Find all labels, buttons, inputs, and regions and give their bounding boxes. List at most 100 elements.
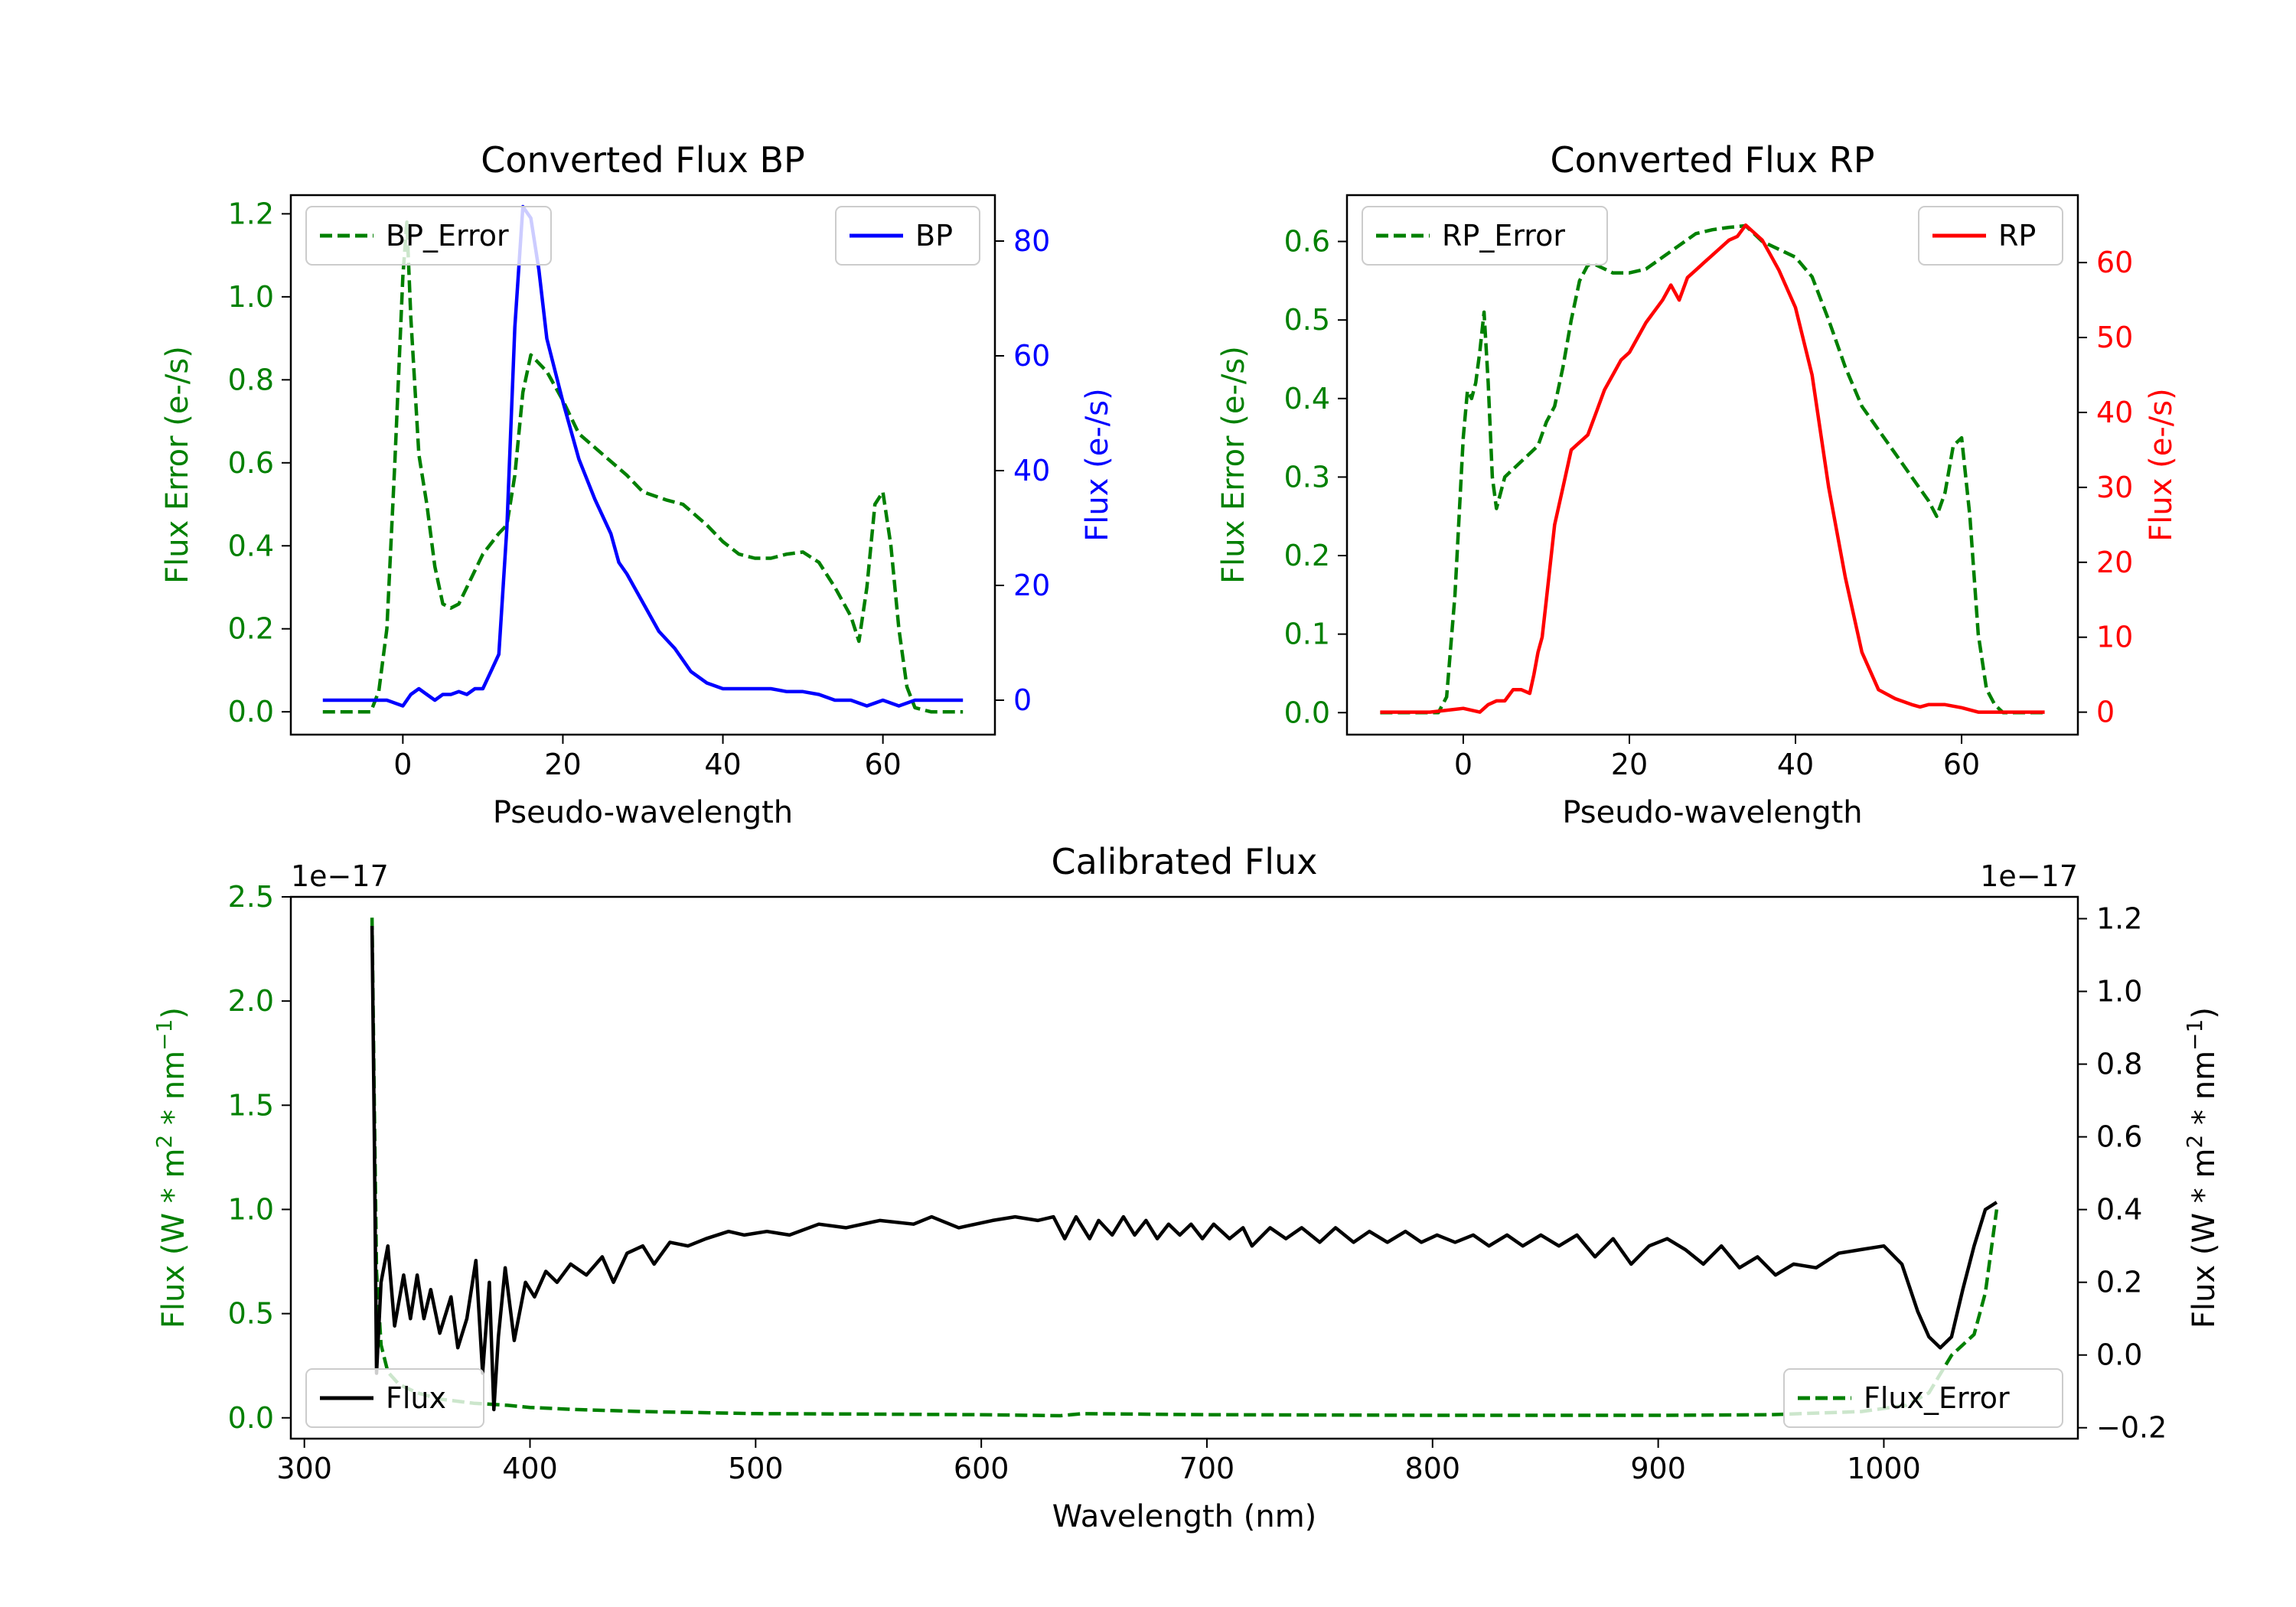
- y-right-tick-label: −0.2: [2096, 1411, 2167, 1445]
- y-left-tick-label: 0.4: [228, 529, 274, 562]
- x-axis-label: Wavelength (nm): [1052, 1499, 1317, 1534]
- x-tick-label: 700: [1179, 1452, 1235, 1485]
- legend-label: BP_Error: [386, 219, 509, 253]
- y-right-axis-label: Flux (e-/s): [2144, 388, 2179, 541]
- y-right-tick-label: 1.2: [2096, 902, 2142, 936]
- y-left-tick-label: 0.2: [228, 612, 274, 646]
- y-left-tick-label: 0.0: [1284, 696, 1330, 729]
- plot-frame: [289, 895, 2079, 1440]
- y-left-tick-label: 0.5: [1284, 303, 1330, 337]
- y-left-tick-label: 2.0: [228, 984, 274, 1018]
- legend-left: Flux: [305, 1368, 484, 1428]
- x-tick-label: 0: [1454, 748, 1473, 781]
- x-tick-label: 900: [1630, 1452, 1686, 1485]
- plot-frame: [289, 194, 996, 736]
- y-right-tick-label: 30: [2096, 471, 2133, 504]
- legend-right: Flux_Error: [1783, 1368, 2063, 1428]
- y-right-scale-offset: 1e−17: [1980, 859, 2078, 893]
- legend-box: [1918, 206, 2063, 266]
- y-left-tick-label: 0.6: [228, 446, 274, 480]
- x-axis-label: Pseudo-wavelength: [493, 795, 793, 830]
- y-left-tick-label: 1.0: [228, 280, 274, 314]
- x-tick-label: 0: [393, 748, 412, 781]
- series-line-rp-error: [1380, 223, 2045, 715]
- y-right-tick-label: 0.0: [2096, 1338, 2142, 1372]
- series-line-bp-error: [322, 220, 964, 714]
- legend-label: Flux_Error: [1864, 1381, 2010, 1415]
- y-right-tick-label: 0.4: [2096, 1193, 2142, 1227]
- x-tick-label: 600: [954, 1452, 1009, 1485]
- y-right-tick-label: 20: [1013, 569, 1050, 602]
- y-right-tick-label: 0.2: [2096, 1266, 2142, 1299]
- legend-label: RP: [1998, 219, 2036, 253]
- y-right-tick-label: 40: [2096, 396, 2133, 429]
- x-tick-label: 500: [728, 1452, 784, 1485]
- x-tick-label: 800: [1405, 1452, 1461, 1485]
- y-right-tick-label: 0.8: [2096, 1048, 2142, 1081]
- chart-2: 0 20 40 60 0.0 0.1 0.2 0.3 0.4 0.5 0.6 0 10 20 30 40 50 6…: [1216, 139, 2179, 830]
- legend-label: Flux: [386, 1381, 446, 1415]
- y-right-tick-label: 10: [2096, 621, 2133, 654]
- y-right-tick-label: 0: [1013, 683, 1032, 717]
- y-right-axis-label: Flux (e-/s): [1080, 388, 1115, 541]
- legend-left: BP_Error: [305, 206, 552, 266]
- x-tick-label: 60: [1943, 748, 1980, 781]
- y-left-tick-label: 0.1: [1284, 618, 1330, 651]
- x-tick-label: 300: [276, 1452, 332, 1485]
- y-left-tick-label: 1.2: [228, 197, 274, 230]
- y-right-tick-label: 0: [2096, 696, 2115, 729]
- y-left-tick-label: 0.0: [228, 1401, 274, 1435]
- y-left-tick-label: 0.0: [228, 695, 274, 729]
- y-left-axis-label: Flux Error (e-/s): [1216, 346, 1251, 584]
- y-left-tick-label: 0.4: [1284, 382, 1330, 416]
- y-right-tick-label: 0.6: [2096, 1120, 2142, 1154]
- legend-right: BP: [835, 206, 980, 266]
- y-left-tick-label: 0.5: [228, 1297, 274, 1331]
- y-right-tick-label: 50: [2096, 321, 2133, 354]
- y-right-tick-label: 20: [2096, 546, 2133, 579]
- legend-right: RP: [1918, 206, 2063, 266]
- y-left-tick-label: 2.5: [228, 880, 274, 914]
- x-tick-label: 20: [1611, 748, 1648, 781]
- y-left-axis-label: Flux (W * m2 * nm−1): [152, 1007, 192, 1328]
- series-line-rp: [1380, 223, 2045, 714]
- chart-title: Converted Flux RP: [1551, 139, 1875, 181]
- y-right-tick-label: 40: [1013, 454, 1050, 487]
- x-tick-label: 20: [544, 748, 581, 781]
- y-left-axis-label: Flux Error (e-/s): [160, 346, 195, 584]
- x-tick-label: 400: [502, 1452, 558, 1485]
- chart-1: 0 20 40 60 0.0 0.2 0.4 0.6 0.8 1.0 1.2 0 20 40 60 80 Con…: [160, 139, 1115, 830]
- x-axis-label: Pseudo-wavelength: [1562, 795, 1862, 830]
- legend-box: [1783, 1368, 2063, 1428]
- y-right-tick-label: 1.0: [2096, 975, 2142, 1009]
- x-tick-label: 40: [1777, 748, 1814, 781]
- legend-label: BP: [915, 219, 953, 253]
- y-right-tick-label: 60: [2096, 246, 2133, 279]
- y-left-tick-label: 0.2: [1284, 539, 1330, 572]
- y-left-tick-label: 0.6: [1284, 225, 1330, 259]
- legend-box: [305, 1368, 484, 1428]
- y-right-tick-label: 60: [1013, 339, 1050, 373]
- y-right-tick-label: 80: [1013, 224, 1050, 258]
- y-left-scale-offset: 1e−17: [291, 859, 389, 893]
- legend-box: [835, 206, 980, 266]
- plot-area: [1380, 223, 2045, 715]
- x-tick-label: 1000: [1847, 1452, 1921, 1485]
- x-tick-label: 60: [864, 748, 901, 781]
- y-left-tick-label: 1.5: [228, 1088, 274, 1122]
- y-left-tick-label: 0.8: [228, 363, 274, 396]
- legend-box: [1362, 206, 1608, 266]
- chart-3: 300 400 500 600 700 800 900 1000 0.0 0.5 1.0 1.5 2.0…: [152, 841, 2223, 1534]
- chart-title: Calibrated Flux: [1052, 841, 1318, 882]
- plot-frame: [1345, 194, 2079, 736]
- series-line-flux: [370, 925, 1998, 1412]
- series-line-bp: [322, 204, 964, 708]
- x-tick-label: 40: [704, 748, 741, 781]
- chart-title: Converted Flux BP: [481, 139, 805, 181]
- y-right-axis-label: Flux (W * m2 * nm−1): [2182, 1007, 2223, 1328]
- legend-box: [305, 206, 552, 266]
- legend-label: RP_Error: [1442, 219, 1565, 253]
- y-left-tick-label: 1.0: [228, 1192, 274, 1226]
- plot-area: [322, 204, 964, 714]
